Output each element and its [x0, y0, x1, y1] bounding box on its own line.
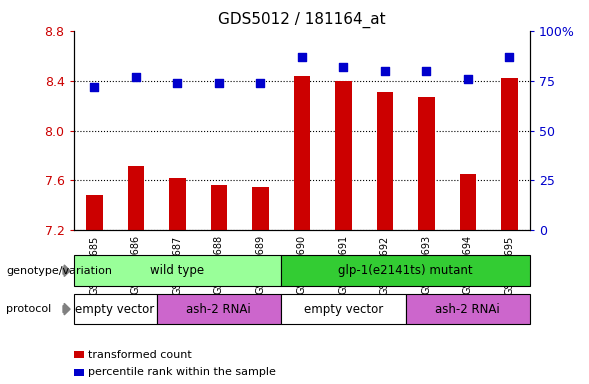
Bar: [252, 187, 269, 230]
Bar: [459, 174, 476, 230]
Point: [339, 64, 348, 70]
Bar: [128, 166, 144, 230]
Title: GDS5012 / 181164_at: GDS5012 / 181164_at: [218, 12, 386, 28]
Point: [214, 79, 224, 86]
Bar: [293, 76, 310, 230]
Bar: [86, 195, 102, 230]
Text: ash-2 RNAi: ash-2 RNAi: [187, 303, 252, 316]
Bar: [169, 178, 186, 230]
Text: genotype/variation: genotype/variation: [6, 266, 112, 276]
Point: [505, 54, 514, 60]
Bar: [501, 78, 518, 230]
Point: [297, 54, 307, 60]
Point: [422, 68, 431, 74]
Text: empty vector: empty vector: [75, 303, 155, 316]
Point: [131, 74, 141, 80]
Point: [256, 79, 265, 86]
Text: empty vector: empty vector: [304, 303, 383, 316]
Text: transformed count: transformed count: [88, 350, 192, 360]
Text: percentile rank within the sample: percentile rank within the sample: [88, 367, 276, 377]
Text: wild type: wild type: [150, 264, 204, 277]
Bar: [418, 97, 435, 230]
Bar: [211, 185, 227, 230]
Bar: [335, 81, 352, 230]
Point: [90, 84, 99, 90]
Point: [463, 76, 472, 82]
Bar: [376, 92, 393, 230]
Text: ash-2 RNAi: ash-2 RNAi: [435, 303, 500, 316]
Point: [380, 68, 389, 74]
Text: glp-1(e2141ts) mutant: glp-1(e2141ts) mutant: [338, 264, 473, 277]
Point: [173, 79, 182, 86]
Text: protocol: protocol: [6, 304, 51, 314]
